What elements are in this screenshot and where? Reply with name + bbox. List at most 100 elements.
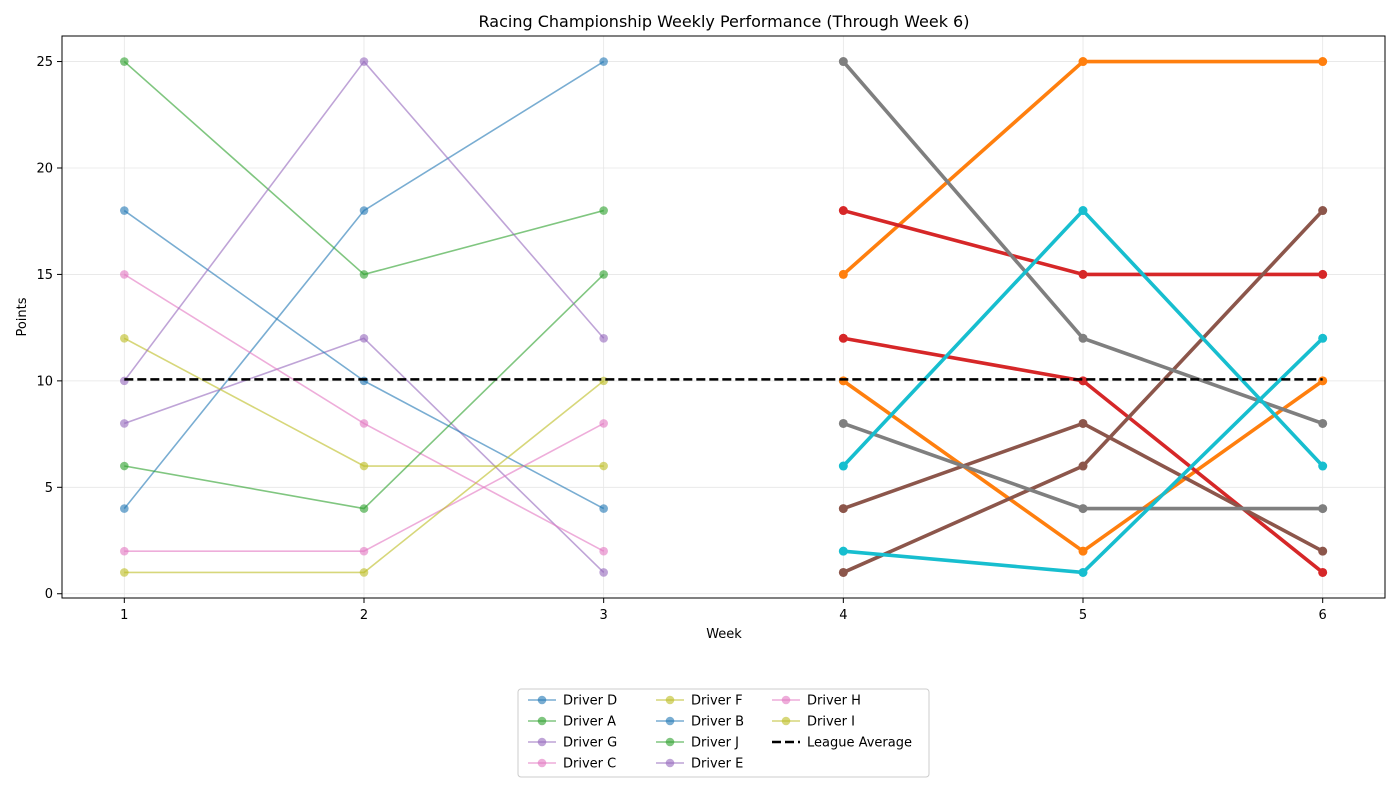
late-series-point [838,57,848,67]
late-series-point [1078,461,1088,471]
late-series-lines [838,57,1328,577]
early-series-point [359,333,369,343]
early-series-point [359,419,369,428]
late-series-point [838,206,848,216]
late-series-point [1318,461,1328,471]
late-series-point [1318,567,1328,577]
legend-entry-label: Driver B [691,715,744,730]
early-series-point [599,206,608,215]
late-series-point [1078,269,1088,279]
legend-frame [517,688,930,778]
x-tick-label: 4 [839,608,847,623]
early-series-point [599,504,608,513]
early-series-point [359,376,369,386]
x-tick-label: 1 [120,608,128,623]
early-series-point [120,419,129,428]
late-series-point [838,376,848,386]
x-axis-ticks: 1 2 3 4 5 6 [120,598,1327,623]
late-series-point [1078,57,1088,67]
y-tick-label: 15 [36,268,53,283]
grid-lines [62,36,1385,598]
y-tick-label: 5 [45,481,53,496]
legend-entry-label: Driver D [563,694,617,709]
y-tick-label: 0 [45,587,53,602]
legend-entry-label: Driver G [563,736,617,751]
early-series-point [359,461,369,471]
late-series-point [838,567,848,577]
early-series-point [120,461,129,471]
late-series-point [1078,546,1088,556]
y-axis-ticks: 0 5 10 15 20 25 [36,55,62,602]
early-series-point [120,333,129,343]
early-series-point [599,419,608,428]
late-series-point [1318,206,1328,216]
early-series-point [599,568,608,577]
y-axis-label: Points [15,297,30,336]
early-series-point [120,546,129,556]
x-tick-label: 2 [360,608,368,623]
late-series-point [1318,546,1328,556]
early-series-point [359,206,369,215]
legend-entry-label: Driver A [563,715,616,730]
early-series-lines [120,57,608,577]
late-series-point [1078,206,1088,216]
late-series-point [1078,504,1088,514]
y-tick-label: 25 [36,55,53,70]
early-series-point [120,206,129,215]
early-series-point [120,270,129,279]
legend-swatch-marker [537,716,547,726]
x-tick-label: 3 [600,608,608,623]
legend-swatch-marker [537,737,547,747]
early-series-point [120,376,129,386]
legend-entry-label: Driver E [691,757,743,772]
late-series-point [1078,567,1088,577]
legend-swatch-marker [665,716,675,726]
legend-entry-label: League Average [807,736,912,751]
early-series-point [359,568,369,577]
legend-swatch-marker [665,695,675,705]
early-series-point [359,57,369,66]
early-series-point [599,270,608,279]
late-series-point [1078,333,1088,343]
chart-title: Racing Championship Weekly Performance (… [479,12,970,31]
late-series-point [838,333,848,343]
early-series-point [359,270,369,279]
legend-swatch-marker [537,695,547,705]
early-series-point [599,57,608,66]
x-tick-label: 5 [1079,608,1087,623]
late-series-point [1318,333,1328,343]
x-tick-label: 6 [1319,608,1327,623]
legend: Driver D Driver A Driver G Driver C Driver F… [517,688,930,778]
legend-swatch-marker [665,758,675,768]
late-series-point [1078,376,1088,386]
plot-frame [61,35,1386,599]
late-series-point [838,461,848,471]
late-series-point [838,418,848,428]
early-series-point [359,546,369,556]
early-series-point [599,376,608,386]
legend-entry-label: Driver C [563,757,616,772]
legend-entry-label: Driver J [691,736,739,751]
early-series-point [599,333,608,343]
legend-swatch-marker [537,758,547,768]
legend-swatch-marker [781,716,791,726]
early-series-point [120,568,129,577]
legend-entry-label: Driver I [807,715,855,730]
late-series-point [838,546,848,556]
early-series-point [599,461,608,471]
early-series-point [359,504,369,513]
late-series-point [1318,504,1328,514]
legend-swatch-marker [665,737,675,747]
x-axis-label: Week [706,627,742,642]
early-series-point [120,57,129,66]
late-series-point [1318,376,1328,386]
legend-swatch-marker [781,695,791,705]
early-series-point [120,504,129,513]
late-series-point [1078,418,1088,428]
late-series-point [1318,57,1328,67]
late-series-point [1318,418,1328,428]
late-series-point [1318,269,1328,279]
y-tick-label: 10 [36,374,53,389]
legend-entry-label: Driver F [691,694,743,709]
